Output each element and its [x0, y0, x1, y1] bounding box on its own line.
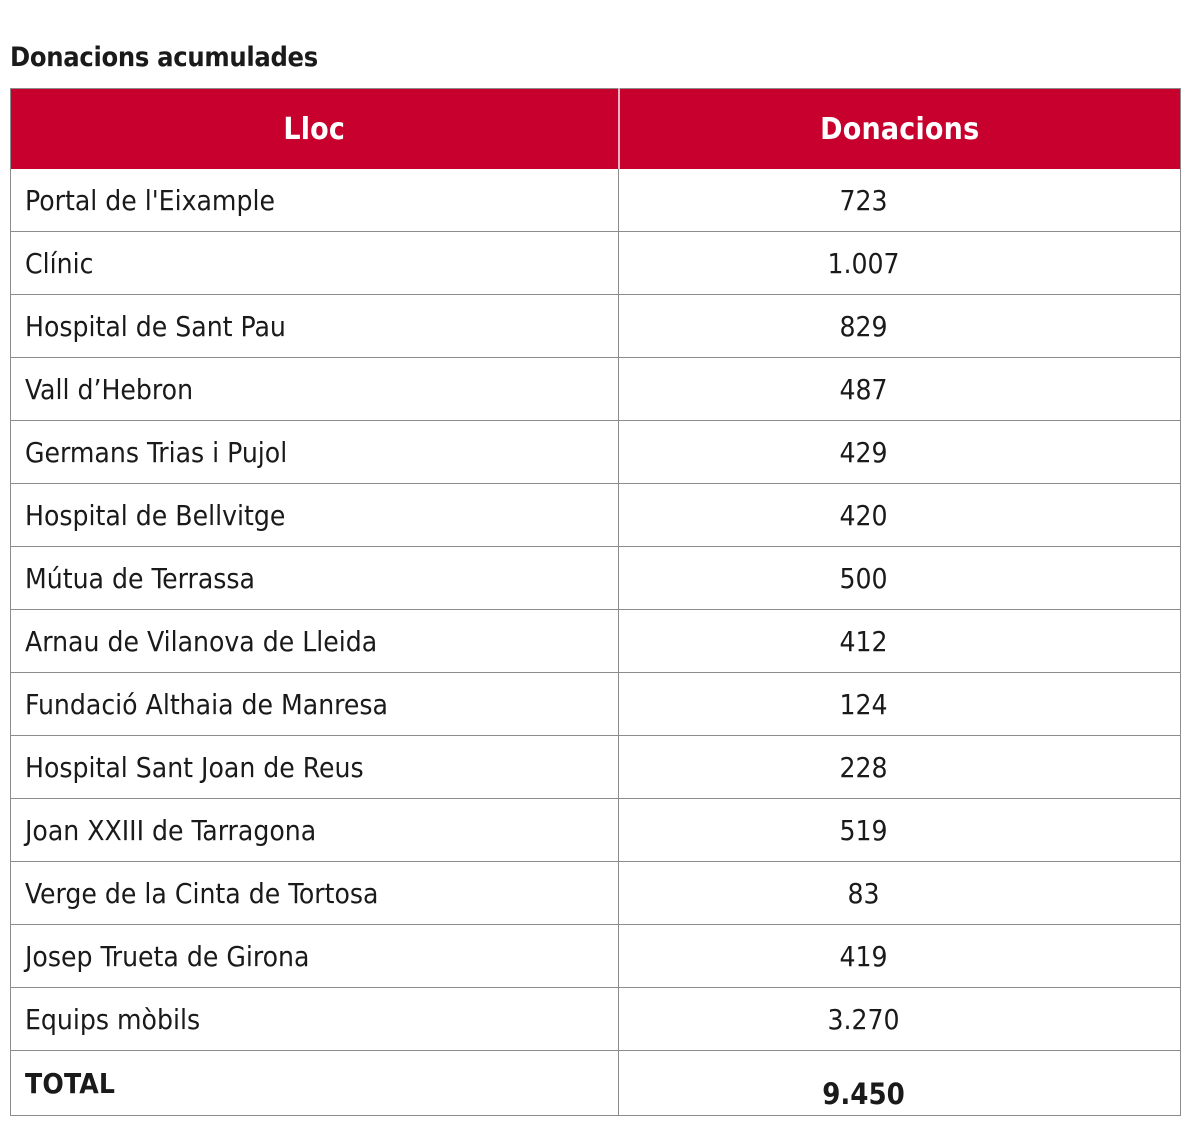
- table-total-row: TOTAL 9.450: [10, 1050, 1181, 1116]
- table-row: Equips mòbils 3.270: [10, 987, 1181, 1051]
- cell-donations: 420: [618, 483, 1181, 547]
- cell-total-value: 9.450: [618, 1050, 1181, 1116]
- table-row: Arnau de Vilanova de Lleida 412: [10, 609, 1181, 673]
- cell-donations: 3.270: [618, 987, 1181, 1051]
- cell-donations: 83: [618, 861, 1181, 925]
- cell-place: Mútua de Terrassa: [10, 546, 619, 610]
- table-row: Joan XXIII de Tarragona 519: [10, 798, 1181, 862]
- donations-table-container: Lloc Donacions Portal de l'Eixample 723 …: [10, 88, 1181, 1116]
- cell-place: Arnau de Vilanova de Lleida: [10, 609, 619, 673]
- cell-donations: 829: [618, 294, 1181, 358]
- cell-donations: 723: [839, 183, 888, 217]
- cell-donations: 412: [618, 609, 1181, 673]
- table-row: Germans Trias i Pujol 429: [10, 420, 1181, 484]
- cell-donations: 419: [618, 924, 1181, 988]
- cell-place: Clínic: [10, 231, 619, 295]
- cell-place: Hospital Sant Joan de Reus: [10, 735, 619, 799]
- cell-place: Verge de la Cinta de Tortosa: [10, 861, 619, 925]
- cell-place: Josep Trueta de Girona: [10, 924, 619, 988]
- cell-place: Portal de l'Eixample: [10, 169, 619, 232]
- cell-donations: 228: [618, 735, 1181, 799]
- table-header: Lloc Donacions: [10, 88, 1181, 169]
- table-row: Mútua de Terrassa 500: [10, 546, 1181, 610]
- table-row: Hospital de Bellvitge 420: [10, 483, 1181, 547]
- cell-donations: 487: [618, 357, 1181, 421]
- table-row: Hospital Sant Joan de Reus 228: [10, 735, 1181, 799]
- donations-table: Lloc Donacions Portal de l'Eixample 723 …: [10, 88, 1181, 1116]
- table-row: Verge de la Cinta de Tortosa 83: [10, 861, 1181, 925]
- table-row: Fundació Althaia de Manresa 124: [10, 672, 1181, 736]
- table-row: Portal de l'Eixample 723: [10, 169, 1181, 232]
- table-row: Hospital de Sant Pau 829: [10, 294, 1181, 358]
- cell-donations: 429: [618, 420, 1181, 484]
- cell-donations: 519: [618, 798, 1181, 862]
- cell-donations: 500: [618, 546, 1181, 610]
- cell-place: Equips mòbils: [10, 987, 619, 1051]
- column-header-lloc: Lloc: [10, 88, 620, 169]
- table-row: Vall d’Hebron 487: [10, 357, 1181, 421]
- cell-place: Joan XXIII de Tarragona: [10, 798, 619, 862]
- cell-place: Vall d’Hebron: [10, 357, 619, 421]
- cell-total-label: TOTAL: [10, 1050, 619, 1116]
- cell-place: Hospital de Sant Pau: [10, 294, 619, 358]
- column-header-donacions: Donacions: [618, 88, 1181, 169]
- cell-place: Germans Trias i Pujol: [10, 420, 619, 484]
- cell-place: Fundació Althaia de Manresa: [10, 672, 619, 736]
- table-header-row: Lloc Donacions: [10, 88, 1181, 169]
- cell-donations: 124: [618, 672, 1181, 736]
- table-body: Portal de l'Eixample 723 Clínic 1.007 Ho…: [10, 169, 1181, 1116]
- cell-place: Hospital de Bellvitge: [10, 483, 619, 547]
- cell-donations: 1.007: [618, 231, 1181, 295]
- page-title: Donacions acumulades: [10, 42, 318, 73]
- table-row: Josep Trueta de Girona 419: [10, 924, 1181, 988]
- table-row: Clínic 1.007: [10, 231, 1181, 295]
